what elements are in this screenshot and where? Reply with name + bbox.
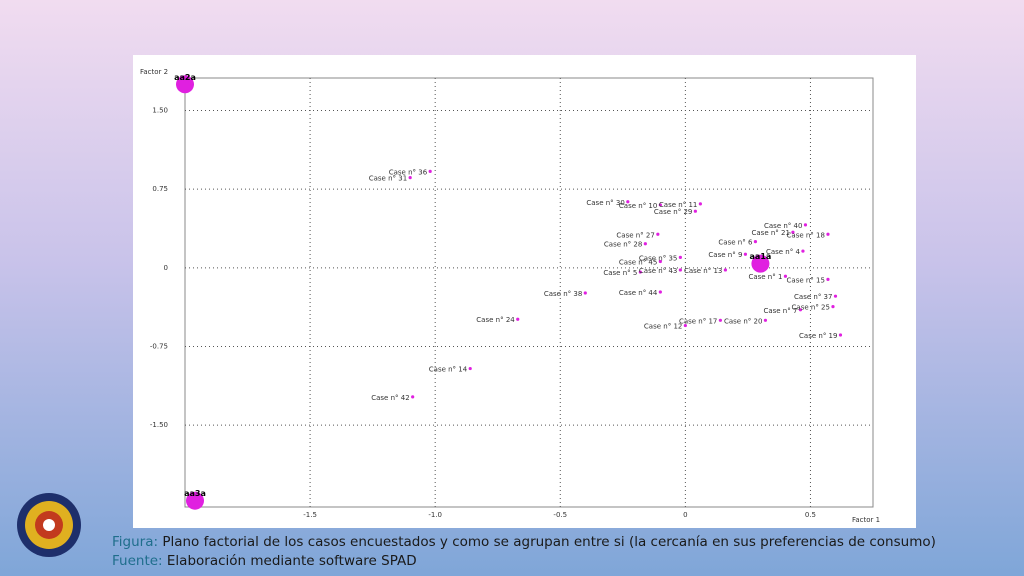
point-label: Case n° 17: [679, 317, 717, 325]
source-text: Elaboración mediante software SPAD: [166, 553, 417, 569]
y-tick-label: -1.50: [150, 421, 168, 429]
point: [683, 323, 687, 328]
x-tick-label: 0: [683, 511, 687, 519]
point-label: Case n° 25: [792, 304, 830, 312]
point-label: Case n° 45: [619, 259, 657, 267]
point-label: Case n° 1: [748, 273, 782, 281]
y-tick-label: 1.50: [152, 107, 168, 115]
group-point: [751, 254, 770, 273]
point: [743, 252, 748, 256]
point: [658, 290, 662, 294]
point-label: Case n° 40: [764, 222, 802, 230]
point-label: Case n° 5: [603, 269, 637, 277]
point: [833, 294, 838, 298]
point-label: Case n° 28: [604, 241, 642, 249]
point: [801, 249, 805, 253]
point: [803, 223, 808, 227]
point: [826, 232, 830, 236]
y-tick-label: 0.75: [152, 185, 168, 193]
caption-source: Fuente: Elaboración mediante software SP…: [112, 553, 417, 569]
point-label: Case n° 29: [654, 208, 692, 216]
point-label: Case n° 21: [752, 229, 790, 237]
point: [791, 230, 795, 234]
point: [831, 305, 835, 309]
point-label: Case n° 20: [724, 317, 762, 325]
group-label: aa3a: [184, 489, 206, 498]
logo: [17, 493, 81, 557]
source-label: Fuente:: [112, 553, 163, 569]
y-tick-label: -0.75: [150, 343, 168, 351]
point: [411, 395, 415, 399]
point-label: Case n° 15: [787, 276, 825, 284]
point-label: Case n° 9: [708, 251, 742, 259]
point-label: Case n° 4: [766, 248, 801, 256]
point: [693, 209, 697, 213]
y-axis-label: Factor 2: [140, 68, 168, 76]
point: [658, 203, 662, 207]
point-label: Case n° 12: [644, 323, 682, 331]
group-label: aa2a: [174, 73, 196, 82]
point: [678, 268, 682, 272]
point: [826, 277, 830, 281]
point-label: Case n° 44: [619, 289, 658, 297]
point-label: Case n° 18: [787, 231, 825, 239]
point: [678, 255, 682, 259]
x-tick-label: -1.5: [303, 511, 317, 519]
caption-text: Plano factorial de los casos encuestados…: [162, 534, 936, 550]
group-point: [186, 491, 205, 510]
point-label: Case n° 35: [639, 254, 677, 262]
point-label: Case n° 24: [476, 316, 515, 324]
caption-figure: Figura: Plano factorial de los casos enc…: [112, 534, 936, 550]
point-label: Case n° 36: [389, 168, 428, 176]
point: [838, 333, 843, 337]
point: [583, 291, 587, 295]
point-label: Case n° 37: [794, 293, 832, 301]
point-label: Case n° 10: [619, 202, 657, 210]
plot-frame: [184, 77, 874, 508]
x-tick-label: -1.0: [428, 511, 442, 519]
point: [658, 259, 662, 264]
point-label: Case n° 13: [684, 267, 722, 275]
point-label: Case n° 14: [429, 366, 468, 374]
point-label: Case n° 19: [799, 332, 837, 340]
x-axis-label: Factor 1: [852, 516, 880, 524]
point: [753, 240, 758, 244]
point: [698, 202, 702, 206]
point-label: Case n° 38: [544, 290, 582, 298]
point: [643, 242, 647, 246]
point-label: Case n° 6: [718, 239, 753, 247]
group-point: [176, 75, 194, 94]
point-label: Case n° 31: [369, 175, 407, 183]
point-label: Case n° 11: [659, 201, 697, 209]
point: [783, 274, 788, 278]
point: [718, 318, 722, 322]
x-tick-label: 0.5: [805, 511, 816, 519]
point: [798, 308, 803, 312]
point: [516, 317, 520, 321]
point-label: Case n° 42: [371, 394, 409, 402]
point: [723, 268, 727, 272]
chart-panel: [133, 55, 916, 528]
point-label: Case n° 30: [586, 199, 624, 207]
point: [428, 169, 432, 173]
point-label: Case n° 7: [763, 307, 797, 315]
point: [626, 200, 630, 204]
point-label: Case n° 27: [616, 231, 654, 239]
point-label: Case n° 43: [639, 267, 677, 275]
group-label: aa1a: [750, 252, 772, 261]
y-tick-label: 0: [164, 264, 168, 272]
point: [408, 176, 412, 180]
point: [656, 232, 660, 236]
x-tick-label: -0.5: [553, 511, 567, 519]
point: [638, 270, 642, 274]
point: [468, 366, 472, 371]
point: [763, 318, 768, 322]
caption-label: Figura:: [112, 534, 159, 550]
